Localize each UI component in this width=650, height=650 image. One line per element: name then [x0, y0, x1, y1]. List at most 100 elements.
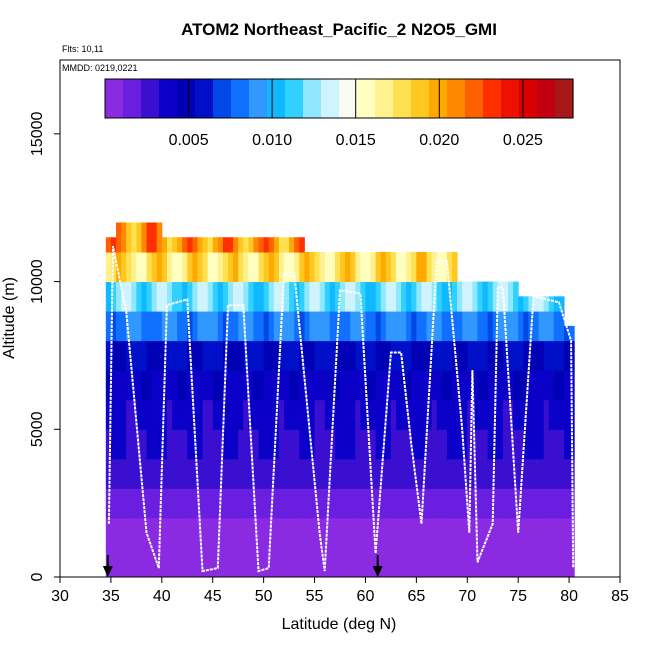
heatmap-cell: [166, 488, 173, 519]
heatmap-cell: [416, 488, 422, 519]
x-tick-label: 75: [509, 588, 527, 605]
heatmap-cell: [492, 488, 499, 519]
heatmap-cell: [105, 252, 112, 283]
heatmap-cell: [253, 340, 260, 371]
heatmap-cell: [273, 547, 280, 578]
heatmap-cell: [370, 311, 377, 342]
heatmap-cell: [294, 252, 300, 283]
heatmap-cell: [222, 370, 229, 401]
heatmap-cell: [416, 340, 422, 371]
heatmap-cell: [431, 458, 438, 489]
heatmap-cell: [513, 340, 519, 371]
colorbar: 0.005 0.010 0.015 0.020 0.025: [104, 78, 574, 149]
heatmap-cell: [497, 517, 504, 548]
heatmap-cell: [411, 340, 417, 371]
heatmap-cell: [421, 370, 428, 401]
heatmap-cell: [548, 311, 555, 342]
heatmap-cell: [360, 370, 366, 401]
heatmap-cell: [243, 237, 249, 253]
heatmap-cell: [289, 517, 295, 548]
heatmap-cell: [355, 311, 361, 342]
heatmap-cell: [273, 488, 280, 519]
heatmap-cell: [278, 281, 285, 312]
heatmap-cell: [212, 517, 219, 548]
heatmap-cell: [523, 517, 529, 548]
heatmap-cell: [569, 488, 575, 519]
heatmap-cell: [329, 340, 336, 371]
heatmap-cell: [141, 311, 148, 342]
heatmap-cell: [197, 252, 204, 283]
heatmap-cell: [248, 237, 254, 253]
heatmap-cell: [472, 517, 478, 548]
heatmap-cell: [324, 547, 331, 578]
heatmap-cell: [502, 517, 509, 548]
heatmap-cell: [370, 399, 377, 430]
heatmap-cell: [406, 252, 412, 283]
heatmap-cell: [121, 517, 127, 548]
heatmap-cell: [421, 429, 428, 460]
heatmap-cell: [141, 370, 148, 401]
heatmap-cell: [508, 547, 514, 578]
heatmap-cell: [477, 370, 484, 401]
heatmap-cell: [116, 281, 122, 312]
heatmap-cell: [380, 488, 387, 519]
heatmap-cell: [345, 399, 351, 430]
heatmap-cell: [467, 547, 473, 578]
heatmap-cell: [182, 429, 188, 460]
heatmap-cell: [329, 517, 336, 548]
heatmap-cell: [446, 488, 453, 519]
heatmap-cell: [497, 281, 504, 312]
heatmap-cell: [177, 252, 183, 283]
heatmap-cell: [263, 311, 270, 342]
heatmap-cell: [380, 399, 387, 430]
heatmap-cell: [314, 458, 321, 489]
heatmap-cell: [110, 370, 117, 401]
heatmap-cell: [304, 311, 310, 342]
heatmap-cell: [309, 311, 316, 342]
heatmap-cell: [533, 458, 540, 489]
heatmap-cell: [131, 311, 137, 342]
heatmap-cell: [324, 340, 331, 371]
heatmap-cell: [212, 252, 219, 283]
heatmap-cell: [284, 340, 290, 371]
heatmap-cell: [110, 429, 117, 460]
heatmap-cell: [441, 458, 448, 489]
heatmap-cell: [497, 311, 504, 342]
heatmap-cell: [411, 517, 417, 548]
heatmap-cell: [248, 547, 254, 578]
heatmap-cell: [212, 281, 219, 312]
heatmap-cell: [457, 488, 463, 519]
heatmap-cell: [360, 252, 366, 283]
heatmap-cell: [233, 547, 239, 578]
heatmap-cell: [462, 370, 468, 401]
heatmap-cell: [131, 547, 137, 578]
heatmap-cell: [508, 517, 514, 548]
heatmap-cell: [238, 237, 244, 253]
heatmap-cell: [161, 311, 168, 342]
heatmap-cell: [350, 370, 356, 401]
heatmap-cell: [385, 458, 392, 489]
heatmap-cell: [401, 547, 407, 578]
heatmap-cell: [411, 252, 417, 283]
heatmap-cell: [416, 399, 422, 430]
colorbar-swatch: [555, 79, 574, 118]
heatmap-cell: [309, 281, 316, 312]
heatmap-cell: [390, 517, 397, 548]
heatmap-cell: [426, 458, 433, 489]
heatmap-cell: [431, 252, 438, 283]
heatmap-cell: [538, 517, 545, 548]
heatmap-cell: [110, 488, 117, 519]
heatmap-cell: [553, 296, 560, 312]
heatmap-cell: [248, 340, 254, 371]
heatmap-cell: [177, 370, 183, 401]
heatmap-cell: [238, 458, 244, 489]
heatmap-cell: [334, 458, 341, 489]
heatmap-cell: [172, 252, 178, 283]
heatmap-cell: [222, 429, 229, 460]
heatmap-cell: [116, 458, 122, 489]
heatmap-cell: [365, 370, 372, 401]
heatmap-cell: [151, 252, 158, 283]
heatmap-cell: [528, 517, 534, 548]
heatmap-cell: [131, 252, 137, 283]
heatmap-cell: [294, 458, 300, 489]
